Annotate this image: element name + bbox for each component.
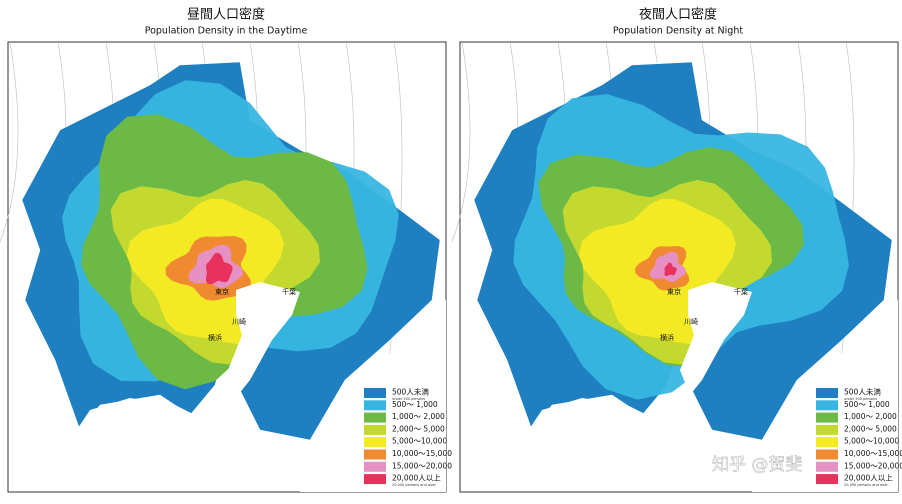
legend-label: 5,000〜10,000 — [844, 437, 899, 446]
legend-swatch — [816, 388, 838, 398]
map-title: 夜間人口密度 — [639, 7, 717, 23]
legend-note: under 500 persons — [844, 397, 877, 401]
legend-swatch — [816, 400, 838, 411]
legend-label: 5,000〜10,000 — [392, 437, 447, 446]
map-panel: 夜間人口密度 Population Density at Night 東京 千葉川崎横… — [451, 7, 902, 493]
map-title: 昼間人口密度 — [187, 7, 265, 23]
legend-swatch — [364, 474, 386, 485]
legend-swatch — [816, 437, 838, 448]
place-label: 横浜 — [660, 333, 674, 342]
legend-swatch — [816, 412, 838, 423]
legend-swatch — [364, 449, 386, 460]
legend-label: 1,000〜 2,000 — [392, 412, 445, 421]
legend-label: 10,000〜15,000 — [392, 449, 452, 458]
boundary-line — [0, 41, 19, 243]
legend-label: 10,000〜15,000 — [844, 449, 902, 458]
sagami-bay — [70, 398, 215, 470]
place-label: 川崎 — [684, 317, 698, 326]
legend-note: 20,000 persons and over — [392, 483, 436, 487]
tokyo-bay — [228, 282, 300, 395]
region-red — [206, 252, 233, 285]
legend-label: 1,000〜 2,000 — [844, 412, 897, 421]
boundary-line — [835, 41, 855, 403]
legend-swatch — [364, 412, 386, 423]
legend-label: 15,000〜20,000 — [392, 461, 452, 470]
place-label: 東京 — [215, 287, 229, 296]
place-label: 川崎 — [232, 317, 246, 326]
legend-swatch — [816, 424, 838, 435]
legend-swatch — [364, 437, 386, 448]
legend-swatch — [364, 424, 386, 435]
map-subtitle: Population Density at Night — [613, 26, 743, 37]
place-label: 千葉 — [734, 287, 748, 296]
legend-swatch — [364, 388, 386, 398]
region-red — [664, 262, 677, 277]
legend-label: 500〜 1,000 — [844, 400, 890, 409]
place-label: 千葉 — [282, 287, 296, 296]
boundary-line — [383, 41, 403, 403]
watermark: 知乎 @贺斐 — [712, 455, 802, 475]
legend-label: 20,000人以上 — [844, 474, 893, 483]
boundary-line — [451, 41, 471, 243]
map-subtitle: Population Density in the Daytime — [145, 26, 308, 37]
legend-note: 20,000 persons and over — [844, 483, 888, 487]
legend-label: 2,000〜 5,000 — [844, 424, 897, 433]
legend-label: 2,000〜 5,000 — [392, 424, 445, 433]
legend-label: 500人未満 — [392, 387, 429, 397]
legend-swatch — [816, 461, 838, 472]
legend-swatch — [364, 400, 386, 411]
legend-label: 15,000〜20,000 — [844, 461, 902, 470]
place-label: 横浜 — [208, 333, 222, 342]
legend-label: 500人未満 — [844, 387, 881, 397]
legend-swatch — [364, 461, 386, 472]
legend-label: 20,000人以上 — [392, 474, 441, 483]
legend-label: 500〜 1,000 — [392, 400, 438, 409]
legend-note: under 500 persons — [392, 397, 425, 401]
legend-swatch — [816, 449, 838, 460]
sagami-bay — [522, 398, 667, 470]
place-label: 東京 — [667, 287, 681, 296]
legend-swatch — [816, 474, 838, 485]
map-panel: 昼間人口密度 Population Density in the Daytime 東… — [0, 7, 452, 493]
tokyo-bay — [680, 282, 752, 395]
